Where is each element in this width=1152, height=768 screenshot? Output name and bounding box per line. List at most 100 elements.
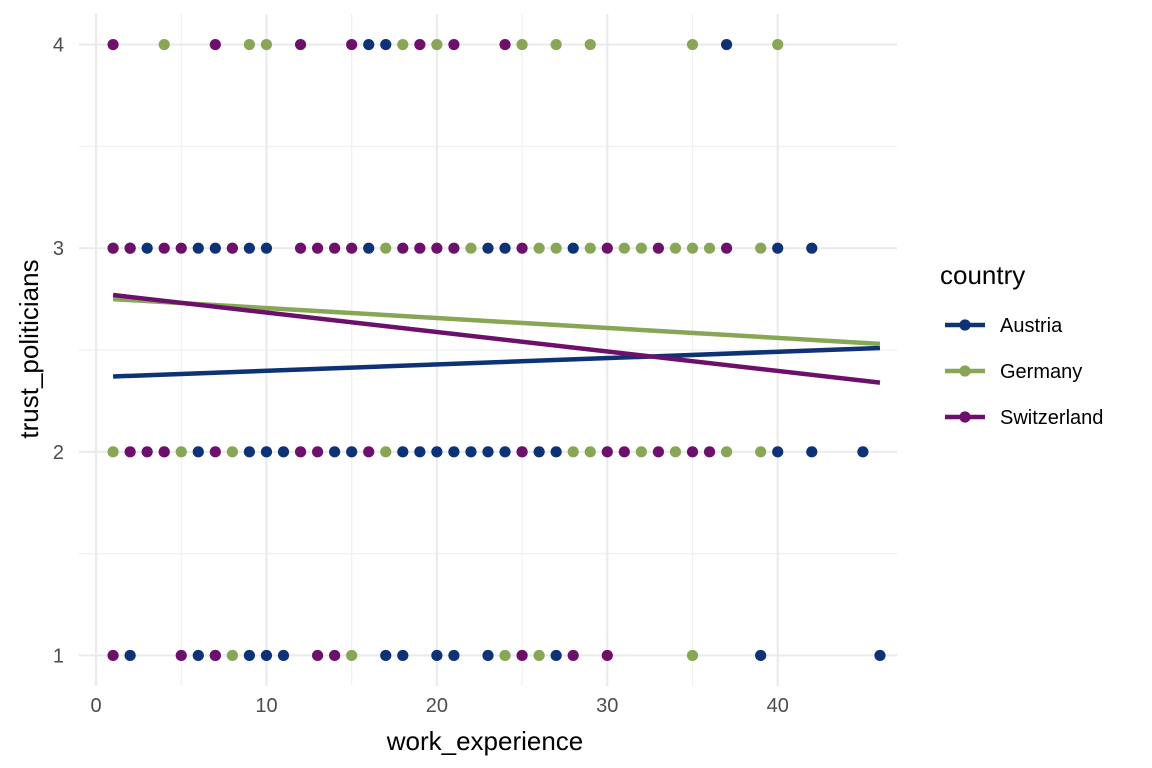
switzerland-point bbox=[124, 242, 136, 254]
switzerland-trend-line bbox=[112, 292, 881, 385]
germany-point bbox=[669, 446, 682, 458]
austria-point bbox=[329, 446, 341, 458]
austria-point bbox=[499, 242, 511, 254]
germany-point bbox=[158, 38, 170, 51]
switzerland-point bbox=[346, 242, 358, 254]
germany-point bbox=[550, 38, 562, 51]
y-axis-title: trust_politicians bbox=[14, 259, 44, 438]
switzerland-point bbox=[141, 446, 153, 458]
legend-key-point bbox=[959, 319, 971, 331]
austria-point bbox=[277, 649, 290, 662]
austria-point bbox=[380, 649, 392, 662]
austria-point bbox=[465, 446, 477, 458]
switzerland-point bbox=[294, 38, 307, 51]
switzerland-point bbox=[652, 242, 665, 254]
switzerland-point bbox=[175, 242, 187, 254]
switzerland-point bbox=[107, 649, 119, 662]
switzerland-point bbox=[311, 649, 324, 662]
germany-point bbox=[226, 649, 238, 662]
austria-point bbox=[363, 242, 375, 254]
switzerland-point bbox=[567, 649, 579, 662]
switzerland-point bbox=[175, 649, 187, 662]
austria-trend-line bbox=[112, 345, 881, 379]
switzerland-point bbox=[601, 446, 613, 458]
austria-point bbox=[755, 649, 767, 662]
switzerland-point bbox=[448, 38, 460, 51]
switzerland-point bbox=[329, 649, 341, 662]
y-tick-label: 2 bbox=[53, 442, 64, 464]
legend: country Austria Germany Switzerland bbox=[940, 260, 1103, 429]
x-tick-label: 20 bbox=[426, 695, 448, 717]
switzerland-point bbox=[414, 38, 426, 51]
austria-point bbox=[346, 446, 358, 458]
austria-point bbox=[380, 38, 392, 51]
austria-point bbox=[431, 446, 443, 458]
switzerland-point bbox=[294, 242, 307, 254]
austria-point bbox=[499, 446, 511, 458]
switzerland-point bbox=[703, 446, 716, 458]
switzerland-point bbox=[209, 446, 221, 458]
germany-point bbox=[772, 38, 784, 51]
germany-point bbox=[465, 242, 477, 254]
austria-point bbox=[192, 446, 204, 458]
austria-point bbox=[550, 649, 562, 662]
germany-trend-line bbox=[112, 296, 881, 347]
germany-point bbox=[567, 446, 579, 458]
x-axis-title: work_experience bbox=[386, 726, 584, 756]
germany-point bbox=[618, 242, 630, 254]
austria-point bbox=[857, 446, 869, 458]
germany-point bbox=[584, 38, 596, 51]
legend-label: Germany bbox=[1000, 361, 1082, 383]
austria-point bbox=[448, 446, 460, 458]
x-axis-ticks: 0 10 20 30 40 bbox=[90, 695, 788, 717]
austria-point bbox=[482, 446, 494, 458]
austria-point bbox=[260, 446, 273, 458]
y-tick-label: 1 bbox=[53, 645, 64, 667]
austria-point bbox=[567, 242, 579, 254]
germany-point bbox=[755, 446, 767, 458]
switzerland-point bbox=[720, 242, 733, 254]
germany-point bbox=[703, 242, 716, 254]
germany-point bbox=[584, 242, 596, 254]
austria-point bbox=[874, 649, 886, 662]
austria-point bbox=[124, 649, 136, 662]
germany-point bbox=[635, 446, 647, 458]
x-tick-label: 10 bbox=[255, 695, 277, 717]
austria-point bbox=[448, 649, 460, 662]
germany-point bbox=[755, 242, 767, 254]
germany-point bbox=[720, 446, 733, 458]
austria-point bbox=[414, 446, 426, 458]
switzerland-point bbox=[329, 242, 341, 254]
austria-point bbox=[806, 446, 818, 458]
germany-point bbox=[669, 242, 682, 254]
legend-item-germany: Germany bbox=[945, 361, 1082, 383]
austria-point bbox=[482, 649, 494, 662]
germany-point bbox=[346, 649, 358, 662]
germany-point bbox=[175, 446, 187, 458]
germany-point bbox=[107, 446, 119, 458]
switzerland-point bbox=[686, 446, 699, 458]
switzerland-point bbox=[618, 446, 630, 458]
x-tick-label: 30 bbox=[596, 695, 618, 717]
switzerland-point bbox=[311, 446, 324, 458]
austria-point bbox=[720, 38, 733, 51]
germany-point bbox=[686, 649, 699, 662]
austria-point bbox=[533, 446, 545, 458]
austria-point bbox=[806, 242, 818, 254]
switzerland-point bbox=[516, 242, 528, 254]
austria-point bbox=[260, 242, 273, 254]
x-tick-label: 0 bbox=[90, 695, 101, 717]
switzerland-point bbox=[414, 242, 426, 254]
switzerland-point bbox=[363, 446, 375, 458]
austria-point bbox=[209, 242, 221, 254]
switzerland-point bbox=[431, 242, 443, 254]
switzerland-point bbox=[601, 242, 613, 254]
switzerland-point bbox=[107, 242, 119, 254]
austria-point bbox=[772, 242, 784, 254]
austria-point bbox=[192, 242, 204, 254]
austria-point bbox=[550, 446, 562, 458]
austria-point bbox=[243, 446, 256, 458]
germany-point bbox=[380, 242, 392, 254]
y-tick-label: 4 bbox=[53, 35, 64, 57]
